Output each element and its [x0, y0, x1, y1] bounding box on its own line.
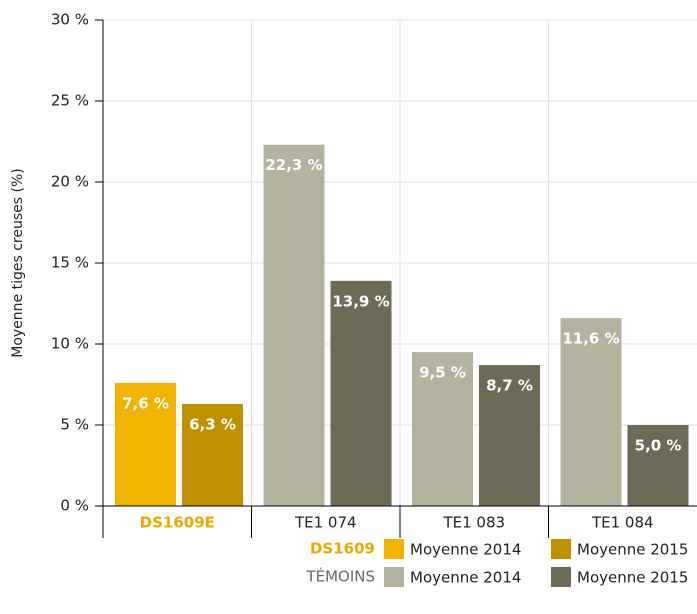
legend-swatch: [384, 567, 404, 587]
x-tick-label: TE1 084: [591, 514, 654, 532]
x-tick-label: DS1609E: [140, 514, 215, 532]
value-label: 9,5 %: [419, 364, 466, 382]
y-tick-label: 5 %: [60, 416, 89, 434]
bar: [627, 425, 689, 506]
legend-label: Moyenne 2014: [410, 569, 521, 587]
value-label: 7,6 %: [122, 394, 169, 412]
x-tick-label: TE1 074: [294, 514, 357, 532]
y-tick-label: 15 %: [51, 254, 89, 272]
bar: [479, 365, 540, 506]
bar: [330, 280, 392, 506]
legend-swatch: [551, 567, 571, 587]
y-axis-label: Moyenne tiges creuses (%): [10, 168, 26, 358]
legend-label: Moyenne 2015: [577, 541, 688, 559]
y-tick-label: 25 %: [51, 92, 89, 110]
bar: [412, 352, 473, 506]
bar: [263, 144, 325, 507]
legend-group: TÉMOINS: [305, 567, 375, 586]
legend-swatch: [384, 539, 404, 559]
value-label: 22,3 %: [265, 156, 322, 174]
value-label: 5,0 %: [635, 437, 682, 455]
value-label: 13,9 %: [332, 292, 389, 310]
value-label: 11,6 %: [562, 330, 619, 348]
bar: [560, 318, 622, 506]
y-tick-label: 20 %: [51, 173, 89, 191]
value-label: 8,7 %: [486, 377, 533, 395]
bar: [182, 403, 243, 506]
legend-swatch: [551, 539, 571, 559]
y-tick-label: 30 %: [51, 11, 89, 29]
x-tick-label: TE1 083: [442, 514, 505, 532]
legend-label: Moyenne 2015: [577, 569, 688, 587]
value-label: 6,3 %: [189, 415, 236, 433]
legend-label: Moyenne 2014: [410, 541, 521, 559]
bar: [115, 382, 176, 506]
y-tick-label: 0 %: [60, 497, 89, 515]
legend-group: DS1609: [310, 540, 375, 558]
y-tick-label: 10 %: [51, 335, 89, 353]
